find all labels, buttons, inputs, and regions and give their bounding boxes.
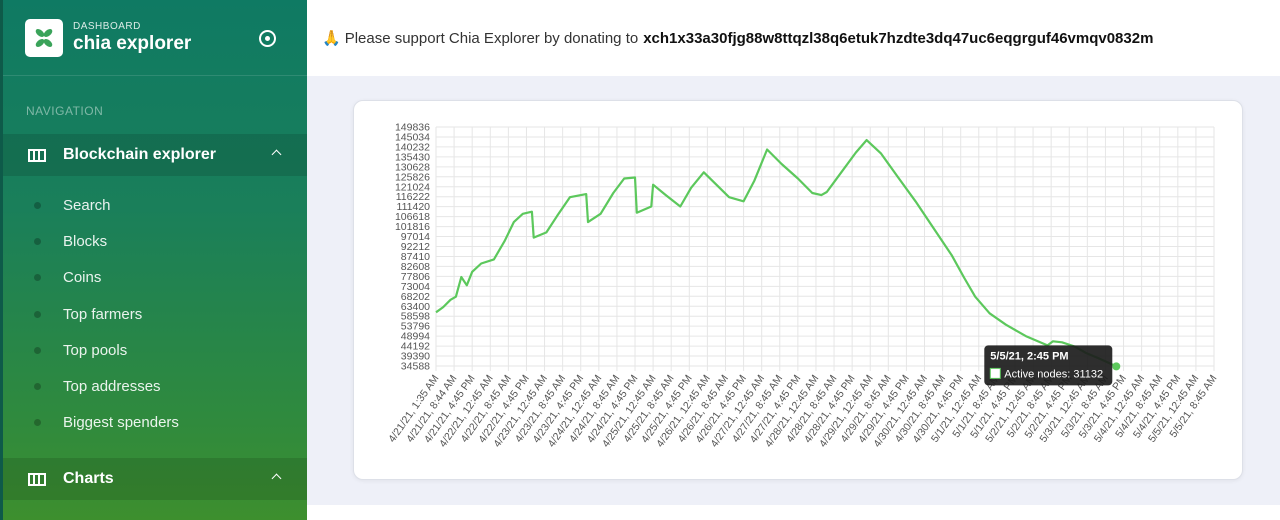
- y-tick-label: 34588: [401, 361, 430, 373]
- sidebar: DASHBOARD chia explorer NAVIGATION Block…: [0, 0, 307, 520]
- y-tick-label: 53796: [401, 321, 430, 333]
- sidebar-item-label: Top addresses: [63, 378, 161, 396]
- blockchain-submenu: Search Blocks Coins Top farmers Top pool…: [3, 176, 307, 458]
- donation-banner: 🙏 Please support Chia Explorer by donati…: [307, 0, 1280, 76]
- sidebar-toggle-icon[interactable]: [259, 30, 276, 47]
- brand-title[interactable]: chia explorer: [73, 32, 192, 54]
- sidebar-item-biggest-spenders[interactable]: Biggest spenders: [3, 405, 307, 441]
- sidebar-item-coins[interactable]: Coins: [3, 260, 307, 296]
- y-tick-label: 116222: [396, 191, 430, 203]
- chevron-up-icon: [271, 473, 282, 484]
- y-tick-label: 121024: [395, 181, 430, 193]
- tooltip-swatch: [989, 367, 1001, 379]
- chart-card: 149836 145034 140232 135430 130628 125826 1210…: [353, 100, 1243, 480]
- donation-address[interactable]: xch1x33a30fjg88w8ttqzl38q6etuk7hzdte3dq4…: [643, 29, 1154, 47]
- bullet-icon: [34, 201, 41, 209]
- y-tick-label: 106618: [395, 211, 430, 223]
- bullet-icon: [34, 310, 41, 318]
- columns-icon: [28, 148, 46, 162]
- brand: DASHBOARD chia explorer: [3, 0, 307, 76]
- tooltip-title: 5/5/21, 2:45 PM: [990, 350, 1068, 362]
- sidebar-item-label: Blocks: [63, 232, 108, 250]
- y-tick-label: 149836: [395, 122, 430, 134]
- sidebar-item-blocks[interactable]: Blocks: [3, 223, 307, 259]
- columns-icon: [28, 472, 46, 486]
- y-tick-label: 97014: [401, 231, 430, 243]
- y-tick-label: 101816: [395, 221, 430, 233]
- sidebar-item-label: Top pools: [63, 341, 128, 359]
- sidebar-item-top-pools[interactable]: Top pools: [3, 332, 307, 368]
- section-blockchain-explorer[interactable]: Blockchain explorer: [3, 134, 307, 176]
- y-tick-label: 44192: [401, 341, 430, 353]
- chevron-up-icon: [271, 149, 282, 160]
- y-tick-label: 73004: [401, 281, 430, 293]
- praying-hands-icon: 🙏: [322, 30, 341, 47]
- y-tick-label: 111420: [397, 201, 431, 213]
- footer-strip: [307, 505, 1280, 520]
- sidebar-item-label: Biggest spenders: [63, 414, 179, 432]
- bullet-icon: [34, 383, 41, 391]
- y-tick-label: 63400: [401, 301, 430, 313]
- y-tick-label: 87410: [401, 251, 430, 263]
- navigation-header: NAVIGATION: [26, 104, 104, 118]
- donation-message: Please support Chia Explorer by donating…: [344, 29, 639, 47]
- sidebar-item-label: Top farmers: [63, 305, 143, 323]
- y-tick-label: 92212: [401, 241, 430, 253]
- chia-leaf-logo-icon[interactable]: [25, 18, 63, 57]
- y-tick-label: 140232: [395, 141, 430, 153]
- y-tick-label: 145034: [395, 131, 430, 143]
- y-tick-label: 48994: [401, 331, 430, 343]
- tooltip-label: Active nodes: 31132: [1004, 368, 1103, 380]
- active-nodes-line: [435, 138, 1117, 368]
- bullet-icon: [34, 274, 41, 282]
- y-tick-label: 125826: [395, 171, 430, 183]
- section-charts[interactable]: Charts: [3, 458, 307, 500]
- bullet-icon: [34, 419, 41, 427]
- sidebar-item-top-addresses[interactable]: Top addresses: [3, 368, 307, 404]
- active-nodes-chart[interactable]: 1498361450341402321354301306281258261210…: [354, 101, 1244, 481]
- bullet-icon: [34, 237, 41, 245]
- sidebar-item-label: Search: [63, 196, 111, 214]
- y-tick-label: 68202: [401, 291, 430, 303]
- section-label: Blockchain explorer: [63, 146, 216, 163]
- y-tick-label: 130628: [395, 161, 430, 173]
- y-tick-label: 135430: [395, 151, 430, 163]
- y-tick-label: 39390: [401, 351, 430, 363]
- brand-subtitle: DASHBOARD: [73, 20, 141, 32]
- bullet-icon: [34, 346, 41, 354]
- hover-point: [1112, 362, 1121, 371]
- sidebar-item-label: Coins: [63, 269, 102, 287]
- tooltip-box: [984, 345, 1113, 386]
- y-tick-label: 77806: [401, 271, 430, 283]
- y-tick-label: 82608: [401, 261, 430, 273]
- section-label: Charts: [63, 470, 114, 487]
- sidebar-item-search[interactable]: Search: [3, 187, 307, 223]
- y-tick-label: 58598: [401, 311, 430, 323]
- sidebar-item-top-farmers[interactable]: Top farmers: [3, 296, 307, 332]
